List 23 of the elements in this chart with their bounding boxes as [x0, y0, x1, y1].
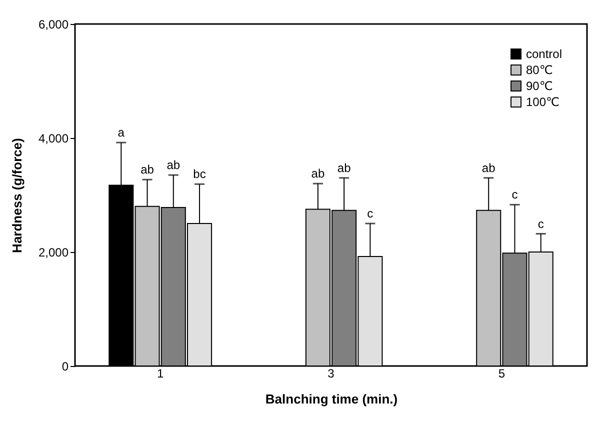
annotation: c [538, 216, 544, 231]
legend-label: control [526, 47, 562, 61]
y-axis-title: Hardness (g/force) [9, 138, 24, 253]
legend-label: 80℃ [526, 63, 553, 77]
x-tick-label: 3 [328, 366, 335, 380]
legend-label: 90℃ [526, 79, 553, 93]
annotation: a [118, 126, 125, 140]
annotation: ab [311, 166, 325, 181]
annotation: ab [482, 160, 496, 175]
y-tick-label: 4,000 [38, 132, 69, 146]
annotation: ab [166, 158, 180, 172]
annotation: c [367, 206, 374, 220]
x-axis-title: Balnching time (min.) [265, 392, 398, 406]
y-tick-label: 6,000 [38, 18, 69, 32]
annotation: ab [140, 162, 154, 177]
legend-label: 100℃ [526, 95, 560, 109]
x-tick-label: 1 [156, 366, 164, 380]
y-tick-label: 0 [62, 360, 69, 374]
annotation: ab [337, 160, 352, 175]
x-tick-label: 5 [498, 366, 506, 380]
y-tick-label: 2,000 [38, 246, 69, 260]
annotation: bc [193, 167, 206, 182]
annotation: c [512, 188, 518, 202]
